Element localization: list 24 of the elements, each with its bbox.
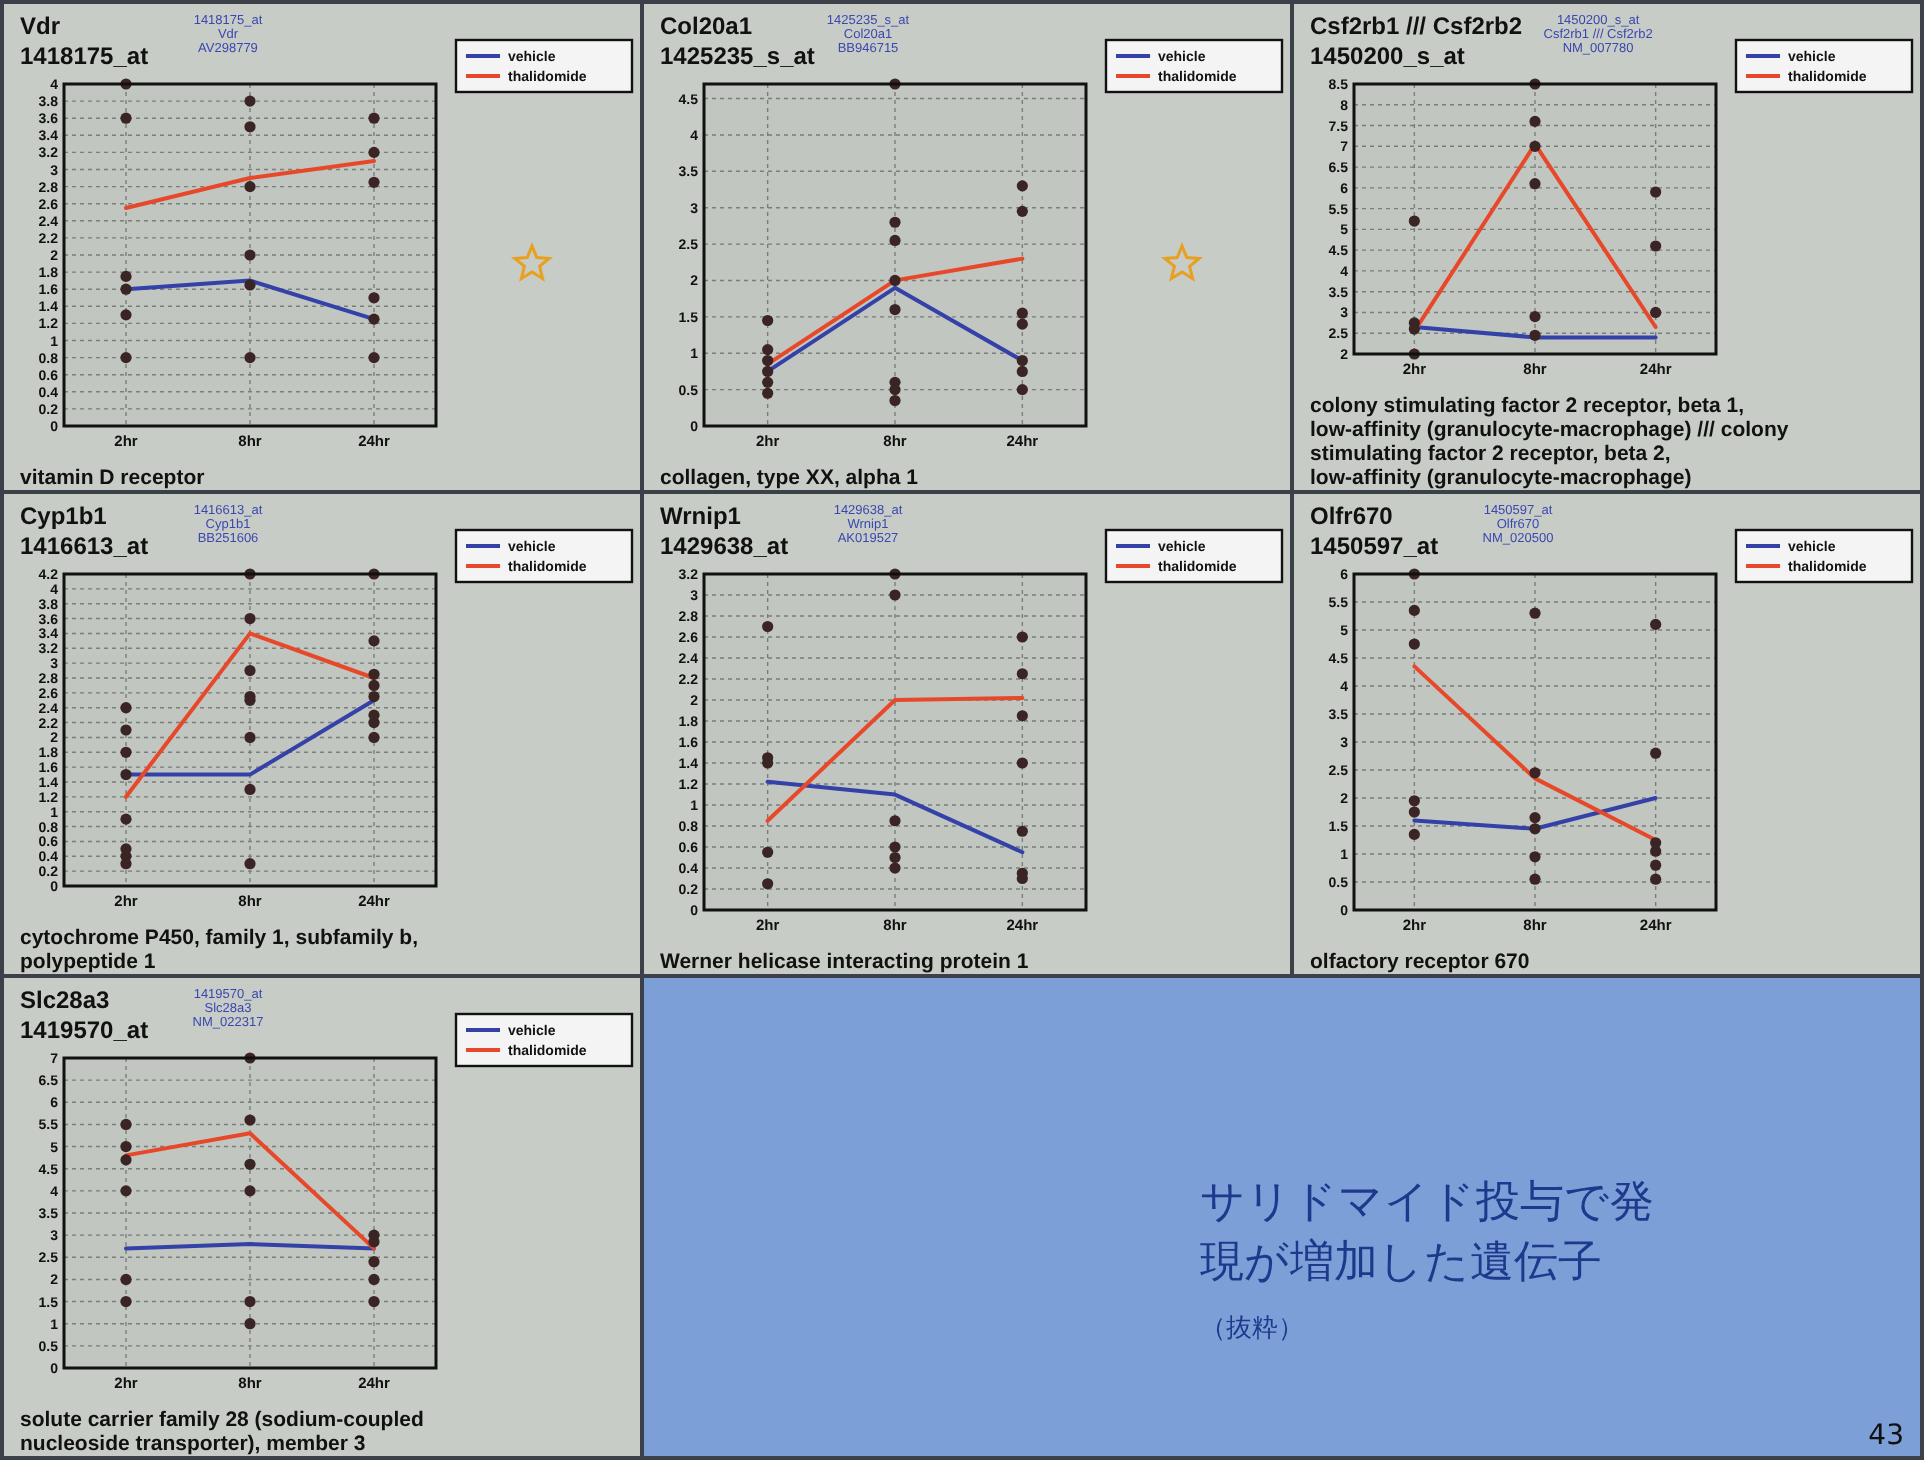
x-axis-title: cytochrome P450, family 1, subfamily b, polypeptide 1 — [20, 926, 419, 974]
x-axis-title: solute carrier family 28 (sodium-coupled nucleoside transporter), member 3 — [20, 1408, 424, 1456]
chart-title: Vdr — [20, 12, 61, 40]
text: （抜粋） — [1200, 1312, 1304, 1346]
chart-title: Csf2rb1 /// Csf2rb2 — [1310, 12, 1523, 40]
x-axis-title: colony stimulating factor 2 receptor, beta 1, low-affinity (granulocyte-macrophage) /// colony stimulating factor 2 receptor, beta 2, low-affinity (granulocyte-macrophage) — [1310, 394, 1789, 490]
chart-subtitle: 1450597_at — [1310, 532, 1439, 560]
chart-title: Wrnip1 — [660, 502, 742, 530]
chart-title: Col20a1 — [660, 12, 753, 40]
chart-title: Cyp1b1 — [20, 502, 108, 530]
chart-subtitle: 1418175_at — [20, 42, 149, 70]
chart-title: Olfr670 — [1310, 502, 1394, 530]
text: 43 — [1868, 1420, 1904, 1452]
x-axis-title: collagen, type XX, alpha 1 — [660, 466, 919, 490]
chart-subtitle: 1416613_at — [20, 532, 149, 560]
chart-subtitle: 1419570_at — [20, 1016, 149, 1044]
text: サリドマイド投与で発現が増加した遺伝子 — [1200, 1176, 1656, 1292]
x-axis-title: olfactory receptor 670 — [1310, 950, 1530, 974]
chart-title: Slc28a3 — [20, 986, 111, 1014]
x-axis-title: Werner helicase interacting protein 1 — [660, 950, 1029, 974]
x-axis-title: vitamin D receptor — [20, 466, 205, 490]
chart-subtitle: 1429638_at — [660, 532, 789, 560]
chart-subtitle: 1450200_s_at — [1310, 42, 1465, 70]
chart-subtitle: 1425235_s_at — [660, 42, 815, 70]
